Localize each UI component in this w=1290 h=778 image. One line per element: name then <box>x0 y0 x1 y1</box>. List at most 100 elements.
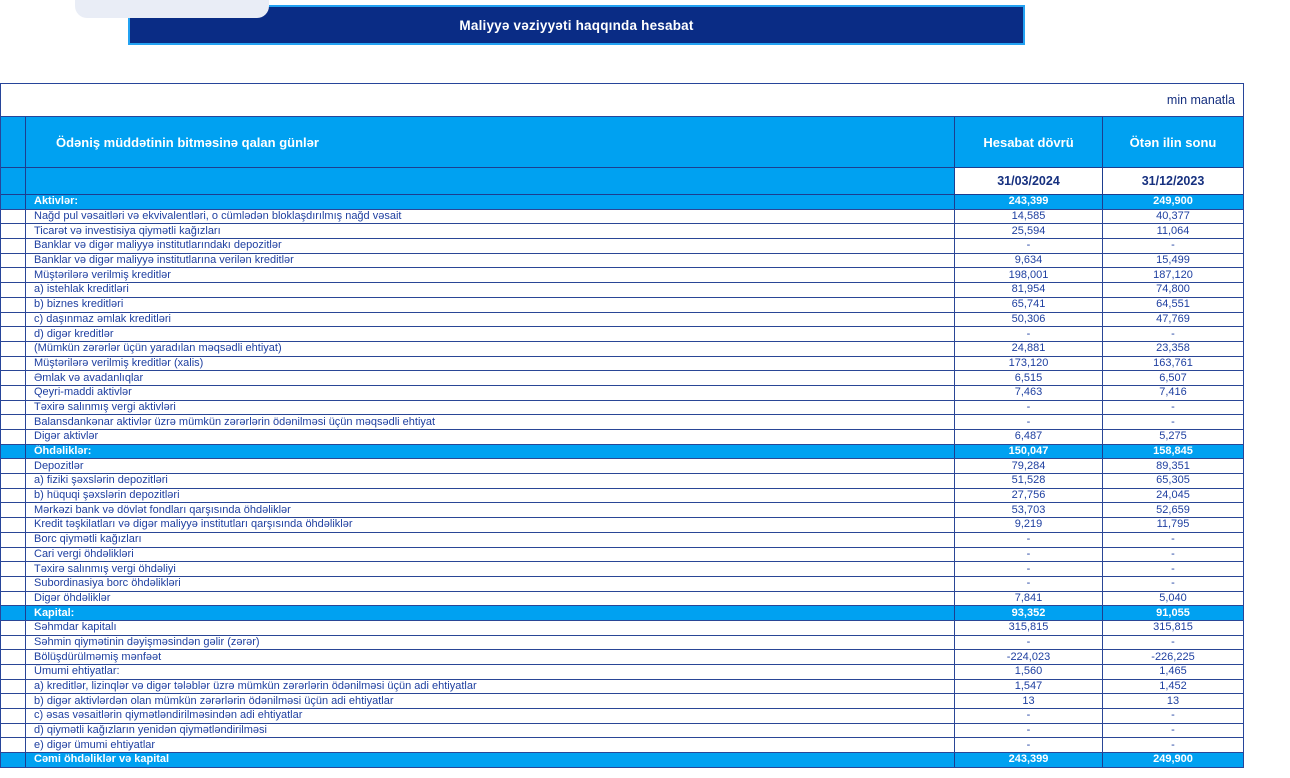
row-label: Subordinasiya borc öhdəlikləri <box>26 576 955 591</box>
row-label: c) daşınmaz əmlak kreditləri <box>26 312 955 327</box>
row-label: Əmlak və avadanlıqlar <box>26 371 955 385</box>
row-value-prev: 158,845 <box>1153 445 1193 458</box>
row-index-cell <box>1 620 26 635</box>
table-header-row: Ödəniş müddətinin bitməsinə qalan günlər… <box>1 117 1243 167</box>
row-value-prev: 11,064 <box>1156 224 1190 237</box>
row-index-cell <box>1 679 26 694</box>
table-row: Cəmi öhdəliklər və kapital 243,399 249,9… <box>1 753 1243 767</box>
row-value-prev: 15,499 <box>1156 254 1190 267</box>
row-value-prev: 65,305 <box>1156 474 1190 487</box>
table-row: Aktivlər: 243,399 249,900 <box>1 195 1243 210</box>
row-label: d) digər kreditlər <box>26 327 955 341</box>
row-value-period: - <box>955 562 1103 576</box>
row-value-prev: - <box>1171 239 1175 252</box>
unit-label: min manatla <box>1166 93 1235 107</box>
table-row: Bölüşdürülməmiş mənfəət -224,023 -226,22… <box>1 650 1243 665</box>
row-label: a) kreditlər, lizinqlər və digər tələblə… <box>26 679 955 694</box>
row-label: b) digər aktivlərdən olan mümkün zərərlə… <box>26 694 955 709</box>
table-row: Ümumi ehtiyatlar: 1,560 1,465 <box>1 665 1243 680</box>
table-row: Müştərilərə verilmiş kreditlər 198,001 1… <box>1 268 1243 284</box>
table-row: Cari vergi öhdəlikləri - - <box>1 547 1243 563</box>
row-value-period: 315,815 <box>955 620 1103 635</box>
row-value-prev: 11,795 <box>1156 518 1190 531</box>
row-index-cell <box>1 738 26 753</box>
date-index-cell <box>1 168 26 194</box>
table-row: d) qiymətli kağızların yenidən qiymətlən… <box>1 723 1243 739</box>
row-value-prev: 5,040 <box>1159 591 1187 604</box>
row-value-prev: 187,120 <box>1153 268 1193 281</box>
row-value-period: 24,881 <box>955 341 1103 356</box>
row-value-period: 53,703 <box>955 503 1103 518</box>
table-row: a) istehlak kreditləri 81,954 74,800 <box>1 283 1243 298</box>
row-value-prev: 6,507 <box>1159 371 1187 384</box>
table-row: c) daşınmaz əmlak kreditləri 50,306 47,7… <box>1 312 1243 328</box>
row-value-prev: 13 <box>1166 694 1180 707</box>
row-index-cell <box>1 297 26 312</box>
row-value-prev: - <box>1171 562 1175 575</box>
row-value-period: -224,023 <box>955 650 1103 664</box>
row-index-cell <box>1 709 26 723</box>
row-index-cell <box>1 562 26 576</box>
table-row: b) digər aktivlərdən olan mümkün zərərlə… <box>1 694 1243 710</box>
row-label: Kapital: <box>26 606 955 620</box>
table-row: Əmlak və avadanlıqlar 6,515 6,507 <box>1 371 1243 386</box>
row-value-period: 9,634 <box>955 253 1103 268</box>
table-row: Banklar və digər maliyyə institutlarına … <box>1 253 1243 269</box>
table-row: Banklar və digər maliyyə institutlarında… <box>1 239 1243 254</box>
header-col-label: Ödəniş müddətinin bitməsinə qalan günlər <box>26 117 955 167</box>
row-value-period: 9,219 <box>955 518 1103 532</box>
row-index-cell <box>1 635 26 650</box>
row-value-period: 150,047 <box>955 444 1103 459</box>
row-value-period: - <box>955 723 1103 738</box>
row-value-period: - <box>955 738 1103 753</box>
row-value-prev: - <box>1171 738 1175 751</box>
row-value-prev: 163,761 <box>1153 356 1193 369</box>
table-row: a) fiziki şəxslərin depozitləri 51,528 6… <box>1 474 1243 489</box>
table-row: Ticarət və investisiya qiymətli kağızlar… <box>1 224 1243 240</box>
row-label: Səhmin qiymətinin dəyişməsindən gəlir (z… <box>26 635 955 650</box>
row-value-prev: 89,351 <box>1156 459 1190 472</box>
row-value-prev: - <box>1171 724 1175 737</box>
table-row: Balansdankənar aktivlər üzrə mümkün zərə… <box>1 415 1243 430</box>
row-value-period: 27,756 <box>955 488 1103 503</box>
row-index-cell <box>1 195 26 209</box>
row-value-period: 65,741 <box>955 297 1103 312</box>
table-row: b) hüquqi şəxslərin depozitləri 27,756 2… <box>1 488 1243 504</box>
table-row: Qeyri-maddi aktivlər 7,463 7,416 <box>1 385 1243 401</box>
row-label: Aktivlər: <box>26 195 955 209</box>
header-col-prev: Ötən ilin sonu <box>1129 134 1217 150</box>
row-index-cell <box>1 253 26 268</box>
date-prev: 31/12/2023 <box>1103 168 1243 194</box>
row-index-cell <box>1 650 26 664</box>
date-label-cell <box>26 168 955 194</box>
row-value-period: - <box>955 239 1103 253</box>
row-index-cell <box>1 239 26 253</box>
row-label: a) fiziki şəxslərin depozitləri <box>26 474 955 488</box>
row-value-prev: -226,225 <box>1151 650 1195 663</box>
row-value-prev: - <box>1171 709 1175 722</box>
row-label: c) əsas vəsaitlərin qiymətləndirilməsind… <box>26 709 955 723</box>
row-value-period: - <box>955 400 1103 415</box>
row-label: a) istehlak kreditləri <box>26 283 955 297</box>
row-value-prev: 249,900 <box>1153 753 1193 766</box>
row-label: Müştərilərə verilmiş kreditlər (xalis) <box>26 356 955 371</box>
row-value-prev: - <box>1171 635 1175 648</box>
row-label: Banklar və digər maliyyə institutlarında… <box>26 239 955 253</box>
row-value-period: 25,594 <box>955 224 1103 239</box>
row-label: Cəmi öhdəliklər və kapital <box>26 753 955 767</box>
row-label: Ticarət və investisiya qiymətli kağızlar… <box>26 224 955 239</box>
row-label: Borc qiymətli kağızları <box>26 532 955 547</box>
row-value-period: - <box>955 415 1103 429</box>
row-label: Təxirə salınmış vergi aktivləri <box>26 400 955 415</box>
row-index-cell <box>1 283 26 297</box>
table-rows: Aktivlər: 243,399 249,900 Nağd pul vəsai… <box>1 195 1243 767</box>
table-row: (Mümkün zərərlər üçün yaradılan məqsədli… <box>1 341 1243 357</box>
table-row: d) digər kreditlər - - <box>1 327 1243 342</box>
row-value-period: 6,515 <box>955 371 1103 385</box>
table-row: Digər öhdəliklər 7,841 5,040 <box>1 591 1243 607</box>
row-label: Səhmdar kapitalı <box>26 620 955 635</box>
row-label: b) biznes kreditləri <box>26 297 955 312</box>
row-index-cell <box>1 327 26 341</box>
table-row: Öhdəliklər: 150,047 158,845 <box>1 444 1243 460</box>
row-index-cell <box>1 341 26 356</box>
